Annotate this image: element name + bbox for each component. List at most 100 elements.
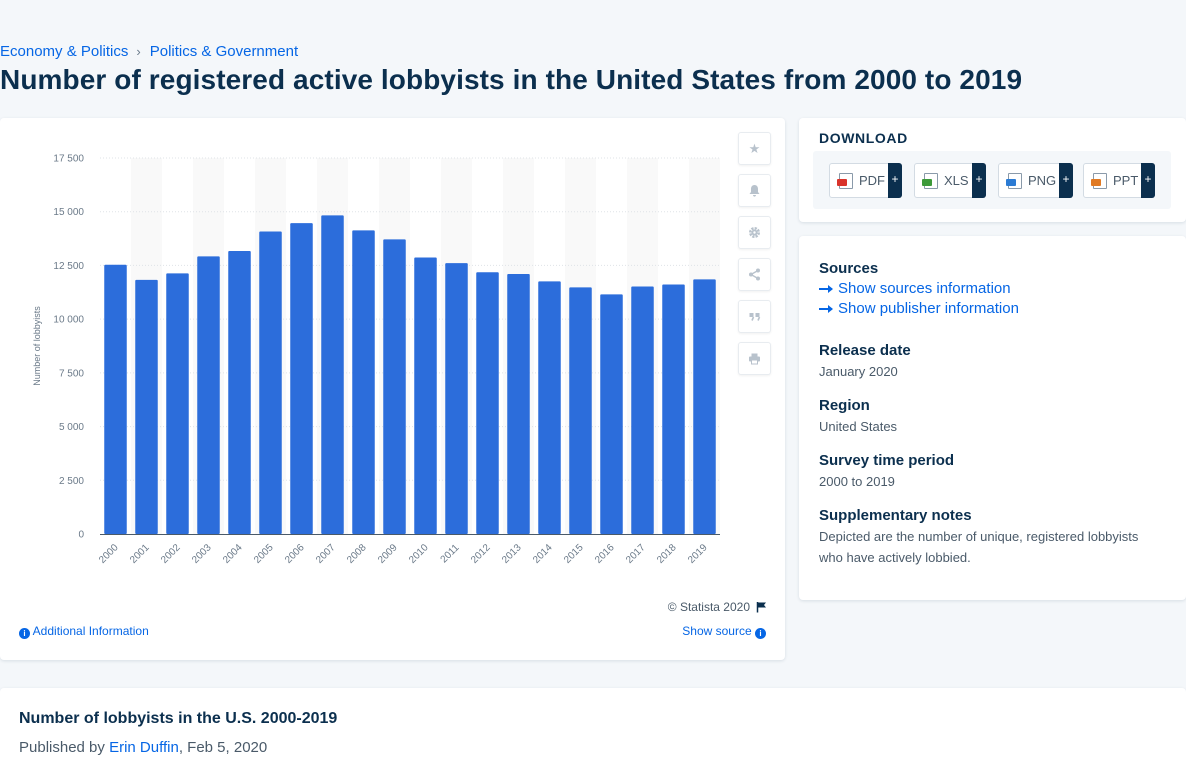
flag-icon[interactable]: [756, 601, 767, 613]
bar-2007: [321, 215, 344, 534]
copyright-text: © Statista 2020: [667, 600, 750, 614]
additional-information-link[interactable]: i Additional Information: [19, 624, 149, 639]
cite-button[interactable]: [738, 300, 771, 333]
download-buttons: PDF + XLS + PNG + PPT +: [813, 151, 1171, 209]
y-tick-label: 17 500: [53, 154, 84, 165]
show-source-link[interactable]: Show source i: [682, 624, 766, 639]
download-heading: DOWNLOAD: [819, 130, 908, 146]
plus-icon: +: [888, 163, 902, 198]
pdf-file-icon: [837, 172, 853, 189]
y-tick-label: 7 500: [59, 368, 84, 379]
sources-label: Sources: [819, 260, 879, 277]
x-tick-label: 2010: [407, 542, 431, 566]
arrow-right-icon: [819, 304, 833, 313]
plus-icon: +: [1141, 163, 1155, 198]
release-date-section: Release date January 2020: [819, 342, 911, 382]
download-pdf-label: PDF: [859, 173, 885, 188]
quote-icon: [749, 313, 761, 321]
page-header: Economy & Politics › Politics & Governme…: [0, 0, 1186, 118]
bar-2010: [414, 257, 437, 534]
share-button[interactable]: [738, 258, 771, 291]
bar-2005: [259, 231, 282, 534]
download-png-label: PNG: [1028, 173, 1057, 188]
bar-2001: [135, 279, 158, 534]
info-icon: i: [19, 628, 30, 639]
y-tick-label: 12 500: [53, 261, 84, 272]
bar-2009: [383, 239, 406, 534]
y-tick-label: 2 500: [59, 476, 84, 487]
favorite-star-button[interactable]: ★: [738, 132, 771, 165]
breadcrumb-economy-politics[interactable]: Economy & Politics: [0, 43, 129, 60]
chart-toolbar: ★: [738, 132, 771, 384]
bar-2002: [166, 273, 189, 534]
bar-2006: [290, 223, 313, 534]
additional-information-label: Additional Information: [32, 624, 149, 638]
bar-2003: [197, 256, 220, 534]
x-tick-label: 2014: [531, 542, 555, 566]
sources-section: Sources Show sources information Show pu…: [819, 260, 1019, 317]
share-icon: [749, 268, 760, 281]
region-label: Region: [819, 397, 870, 414]
download-xls-button[interactable]: XLS +: [914, 163, 986, 198]
x-tick-label: 2005: [252, 542, 276, 566]
supplementary-notes-section: Supplementary notes Depicted are the num…: [819, 507, 1139, 568]
region-value: United States: [819, 419, 898, 434]
bar-2013: [507, 274, 530, 534]
x-tick-label: 2004: [221, 542, 245, 566]
published-by-prefix: Published by: [19, 739, 110, 756]
settings-button[interactable]: [738, 216, 771, 249]
png-file-icon: [1006, 172, 1022, 189]
ppt-file-icon: [1091, 172, 1107, 189]
x-tick-label: 2001: [128, 542, 152, 566]
info-icon: i: [755, 628, 766, 639]
bar-2008: [352, 230, 375, 534]
x-tick-label: 2009: [376, 542, 400, 566]
show-sources-link[interactable]: Show sources information: [819, 280, 1019, 297]
survey-period-section: Survey time period 2000 to 2019: [819, 452, 954, 492]
star-icon: ★: [748, 140, 761, 156]
chart-card: 0 2 500 5 000 7 500 10 000 12 500 15 000 17 500…: [0, 118, 785, 660]
publication-card: Number of lobbyists in the U.S. 2000-201…: [0, 688, 1186, 760]
publication-byline: Published by Erin Duffin, Feb 5, 2020: [19, 739, 267, 756]
download-pdf-button[interactable]: PDF +: [829, 163, 902, 198]
printer-icon: [749, 353, 760, 365]
bar-2011: [445, 263, 468, 534]
x-tick-label: 2016: [593, 542, 617, 566]
y-tick-label: 10 000: [53, 315, 84, 326]
publication-date: , Feb 5, 2020: [178, 739, 268, 756]
show-publisher-link[interactable]: Show publisher information: [819, 300, 1019, 317]
x-tick-label: 2000: [97, 542, 121, 566]
arrow-right-icon: [819, 284, 833, 293]
survey-period-label: Survey time period: [819, 452, 955, 469]
x-tick-label: 2019: [686, 542, 710, 566]
plus-icon: +: [972, 163, 986, 198]
notification-button[interactable]: [738, 174, 771, 207]
gear-icon: [749, 227, 760, 238]
x-tick-label: 2017: [624, 542, 648, 566]
bell-icon: [749, 185, 760, 197]
download-card: DOWNLOAD PDF + XLS + PNG + PPT +: [799, 118, 1186, 222]
breadcrumb-politics-government[interactable]: Politics & Government: [149, 43, 299, 60]
y-tick-label: 15 000: [53, 207, 84, 218]
chart-copyright: © Statista 2020: [668, 600, 767, 614]
survey-period-value: 2000 to 2019: [819, 474, 895, 489]
download-ppt-label: PPT: [1113, 173, 1139, 188]
x-tick-label: 2007: [314, 542, 338, 566]
region-section: Region United States: [819, 397, 897, 437]
show-sources-label: Show sources information: [838, 280, 1011, 297]
xls-file-icon: [922, 172, 938, 189]
bar-2016: [600, 294, 623, 534]
download-ppt-button[interactable]: PPT +: [1083, 163, 1155, 198]
x-tick-label: 2002: [159, 542, 183, 566]
bar-2004: [228, 251, 251, 534]
x-tick-label: 2003: [190, 542, 214, 566]
bar-2017: [631, 286, 654, 534]
x-tick-label: 2006: [283, 542, 307, 566]
author-link[interactable]: Erin Duffin: [109, 739, 179, 756]
bar-2019: [693, 279, 716, 534]
bar-2015: [569, 287, 592, 534]
download-png-button[interactable]: PNG +: [998, 163, 1073, 198]
supplementary-notes-value: Depicted are the number of unique, regis…: [819, 529, 1139, 565]
print-button[interactable]: [738, 342, 771, 375]
breadcrumb-chevron-icon: ›: [136, 44, 141, 59]
